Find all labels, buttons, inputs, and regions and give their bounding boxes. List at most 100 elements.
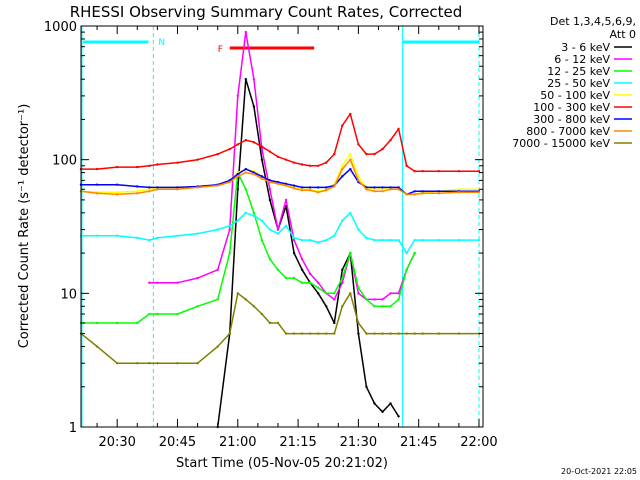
data-point: [325, 332, 328, 335]
data-point: [316, 292, 320, 295]
data-point: [292, 332, 296, 335]
legend-header: Att 0: [610, 28, 636, 41]
data-point: [276, 182, 280, 185]
y-tick-label: 1000: [44, 20, 77, 35]
data-point: [373, 186, 376, 189]
data-point: [115, 234, 119, 237]
data-point: [316, 164, 320, 167]
data-point: [252, 214, 256, 218]
data-point: [325, 189, 328, 192]
data-point: [268, 198, 272, 202]
data-point: [176, 234, 179, 237]
data-point: [333, 332, 336, 335]
data-point: [115, 165, 119, 169]
data-point: [268, 321, 272, 325]
data-point: [136, 362, 139, 365]
data-point: [413, 190, 416, 193]
data-point: [413, 238, 416, 242]
data-point: [349, 152, 352, 156]
data-point: [260, 147, 264, 151]
data-point: [156, 312, 159, 316]
data-point: [244, 188, 248, 191]
data-point: [252, 105, 256, 108]
data-point: [276, 321, 280, 325]
data-point: [477, 332, 481, 335]
data-point: [244, 77, 248, 81]
data-point: [136, 165, 139, 169]
data-point: [216, 152, 219, 156]
data-point: [292, 161, 296, 164]
data-point: [357, 179, 360, 182]
data-point: [156, 188, 159, 191]
data-point: [373, 332, 376, 335]
data-point: [300, 186, 304, 189]
data-point: [389, 238, 392, 242]
data-point: [115, 362, 119, 365]
data-point: [95, 192, 99, 195]
data-point: [389, 332, 392, 335]
data-point: [196, 232, 199, 235]
data-point: [413, 169, 416, 173]
data-point: [325, 305, 328, 308]
data-point: [349, 292, 352, 295]
data-point: [260, 177, 264, 180]
x-tick-label: 20:30: [98, 435, 135, 450]
data-point: [349, 167, 352, 171]
data-point: [381, 410, 384, 413]
data-point: [115, 191, 119, 194]
data-point: [260, 312, 264, 316]
data-point: [333, 152, 336, 156]
data-point: [325, 292, 328, 295]
data-point: [95, 183, 99, 186]
data-point: [252, 172, 256, 176]
data-point: [365, 332, 368, 335]
data-point: [252, 305, 256, 308]
data-point: [421, 190, 424, 193]
data-point: [341, 167, 344, 171]
data-point: [308, 272, 312, 276]
plot-frame: [80, 25, 484, 428]
data-point: [148, 238, 151, 242]
data-point: [308, 332, 312, 335]
data-point: [136, 236, 139, 240]
data-point: [333, 292, 336, 295]
legend-item-label: 25 - 50 keV: [547, 77, 610, 90]
data-point: [381, 188, 384, 191]
data-point: [244, 211, 248, 215]
data-point: [357, 228, 360, 231]
data-point: [148, 281, 151, 284]
data-point: [228, 332, 231, 335]
data-point: [457, 191, 461, 194]
data-point: [300, 189, 304, 192]
data-point: [397, 188, 400, 191]
data-point: [373, 402, 376, 405]
data-point: [457, 238, 461, 242]
data-point: [284, 224, 288, 228]
data-point: [357, 143, 360, 146]
data-point: [349, 158, 352, 161]
data-point: [405, 164, 408, 167]
data-point: [284, 182, 288, 185]
data-point: [333, 234, 336, 237]
data-point: [176, 281, 179, 284]
data-point: [437, 192, 440, 195]
data-point: [156, 186, 159, 189]
data-point: [413, 193, 416, 196]
x-tick-label: 20:45: [159, 435, 196, 450]
data-point: [300, 268, 304, 271]
data-point: [341, 175, 344, 178]
data-point: [421, 238, 424, 242]
y-axis-label: Corrected Count Rate (s⁻¹ detector⁻¹): [17, 104, 32, 349]
data-point: [176, 312, 179, 316]
timestamp: 20-Oct-2021 22:05: [561, 467, 637, 476]
data-point: [341, 281, 344, 284]
data-point: [284, 158, 288, 161]
data-point: [421, 192, 424, 195]
data-point: [252, 211, 256, 215]
data-point: [136, 192, 139, 195]
data-point: [196, 158, 199, 161]
data-point: [381, 332, 384, 335]
data-point: [95, 321, 99, 325]
data-point: [333, 321, 336, 325]
data-point: [148, 186, 151, 189]
